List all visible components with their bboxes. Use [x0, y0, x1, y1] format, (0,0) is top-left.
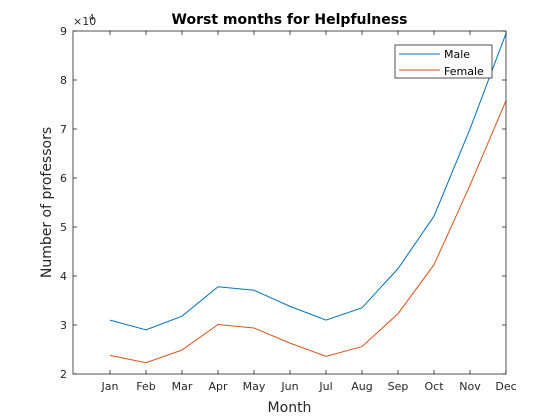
- x-tick-label: Nov: [459, 380, 481, 393]
- y-multiplier-base: ×10: [73, 15, 96, 28]
- y-tick-label: 9: [60, 25, 67, 38]
- y-axis-multiplier: ×10 4: [73, 13, 96, 28]
- y-tick-label: 5: [60, 221, 67, 234]
- legend-label-male: Male: [444, 48, 470, 61]
- x-tick-label: Mar: [172, 380, 193, 393]
- legend-label-female: Female: [444, 65, 484, 78]
- legend: Male Female: [394, 44, 493, 79]
- x-tick-label: Dec: [495, 380, 516, 393]
- y-tick-label: 3: [60, 319, 67, 332]
- x-tick-label: Jul: [318, 380, 332, 393]
- legend-box: [394, 44, 493, 79]
- y-tick-label: 2: [60, 368, 67, 381]
- y-axis-ticks: 2 3 4 5 6 7 8 9: [60, 25, 506, 381]
- series-line-male: [109, 33, 507, 331]
- y-tick-label: 4: [60, 270, 67, 283]
- x-axis-label: Month: [268, 400, 312, 416]
- x-tick-label: Oct: [424, 380, 444, 393]
- y-multiplier-exponent: 4: [89, 13, 94, 22]
- x-tick-label: Jun: [280, 380, 298, 393]
- y-tick-label: 7: [60, 123, 67, 136]
- x-axis-ticks: Jan Feb Mar Apr May Jun Jul Aug Sep Oct Nov Dec: [101, 31, 517, 393]
- x-tick-label: May: [243, 380, 266, 393]
- chart-title: Worst months for Helpfulness: [172, 12, 408, 28]
- x-tick-label: Feb: [136, 380, 155, 393]
- x-tick-label: Aug: [351, 380, 372, 393]
- y-tick-label: 8: [60, 74, 67, 87]
- series-lines: [109, 33, 507, 364]
- y-tick-label: 6: [60, 172, 67, 185]
- axes-box: [72, 30, 507, 375]
- y-axis-label: Number of professors: [39, 127, 55, 278]
- series-line-female: [109, 100, 507, 364]
- x-tick-label: Apr: [208, 380, 228, 393]
- x-tick-label: Sep: [388, 380, 409, 393]
- axes: [72, 30, 507, 375]
- x-tick-label: Jan: [101, 380, 119, 393]
- plot-area: [73, 31, 506, 374]
